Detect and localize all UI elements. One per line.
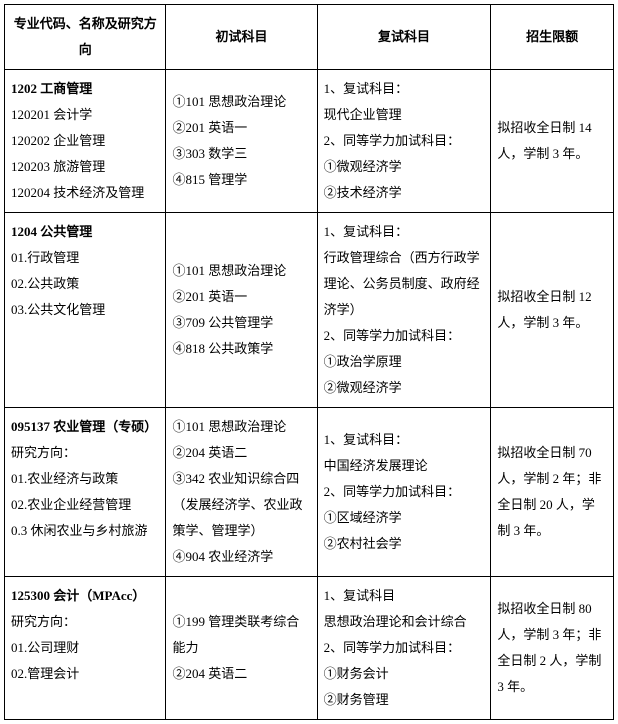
prelim-cell: ①101 思想政治理论 ②204 英语二 ③342 农业知识综合四（发展经济学、…	[166, 408, 317, 577]
major-directions: 120201 会计学 120202 企业管理 120203 旅游管理 12020…	[11, 102, 159, 206]
table-row: 1204 公共管理01.行政管理 02.公共政策 03.公共文化管理①101 思…	[5, 213, 614, 408]
major-cell: 095137 农业管理（专硕）研究方向： 01.农业经济与政策 02.农业企业经…	[5, 408, 166, 577]
major-title: 1202 工商管理	[11, 76, 159, 102]
header-retest: 复试科目	[317, 5, 491, 70]
major-directions: 01.行政管理 02.公共政策 03.公共文化管理	[11, 245, 159, 323]
quota-cell: 拟招收全日制 14 人，学制 3 年。	[491, 70, 614, 213]
major-cell: 1202 工商管理120201 会计学 120202 企业管理 120203 旅…	[5, 70, 166, 213]
prelim-cell: ①101 思想政治理论 ②201 英语一 ③303 数学三 ④815 管理学	[166, 70, 317, 213]
quota-cell: 拟招收全日制 12 人，学制 3 年。	[491, 213, 614, 408]
header-major: 专业代码、名称及研究方向	[5, 5, 166, 70]
major-directions: 研究方向： 01.农业经济与政策 02.农业企业经营管理 0.3 休闲农业与乡村…	[11, 440, 159, 544]
table-row: 095137 农业管理（专硕）研究方向： 01.农业经济与政策 02.农业企业经…	[5, 408, 614, 577]
prelim-cell: ①199 管理类联考综合能力 ②204 英语二	[166, 577, 317, 720]
admissions-table: 专业代码、名称及研究方向 初试科目 复试科目 招生限额 1202 工商管理120…	[4, 4, 614, 720]
header-prelim: 初试科目	[166, 5, 317, 70]
retest-cell: 1、复试科目 思想政治理论和会计综合 2、同等学力加试科目： ①财务会计 ②财务…	[317, 577, 491, 720]
major-directions: 研究方向： 01.公司理财 02.管理会计	[11, 609, 159, 687]
quota-cell: 拟招收全日制 80 人，学制 3 年；非全日制 2 人，学制 3 年。	[491, 577, 614, 720]
retest-cell: 1、复试科目： 中国经济发展理论 2、同等学力加试科目： ①区域经济学 ②农村社…	[317, 408, 491, 577]
table-row: 1202 工商管理120201 会计学 120202 企业管理 120203 旅…	[5, 70, 614, 213]
prelim-cell: ①101 思想政治理论 ②201 英语一 ③709 公共管理学 ④818 公共政…	[166, 213, 317, 408]
table-row: 125300 会计（MPAcc）研究方向： 01.公司理财 02.管理会计①19…	[5, 577, 614, 720]
table-header-row: 专业代码、名称及研究方向 初试科目 复试科目 招生限额	[5, 5, 614, 70]
major-title: 095137 农业管理（专硕）	[11, 414, 159, 440]
major-cell: 1204 公共管理01.行政管理 02.公共政策 03.公共文化管理	[5, 213, 166, 408]
major-title: 1204 公共管理	[11, 219, 159, 245]
header-quota: 招生限额	[491, 5, 614, 70]
major-cell: 125300 会计（MPAcc）研究方向： 01.公司理财 02.管理会计	[5, 577, 166, 720]
retest-cell: 1、复试科目： 行政管理综合（西方行政学理论、公务员制度、政府经济学） 2、同等…	[317, 213, 491, 408]
major-title: 125300 会计（MPAcc）	[11, 583, 159, 609]
quota-cell: 拟招收全日制 70 人，学制 2 年；非全日制 20 人，学制 3 年。	[491, 408, 614, 577]
retest-cell: 1、复试科目： 现代企业管理 2、同等学力加试科目： ①微观经济学 ②技术经济学	[317, 70, 491, 213]
